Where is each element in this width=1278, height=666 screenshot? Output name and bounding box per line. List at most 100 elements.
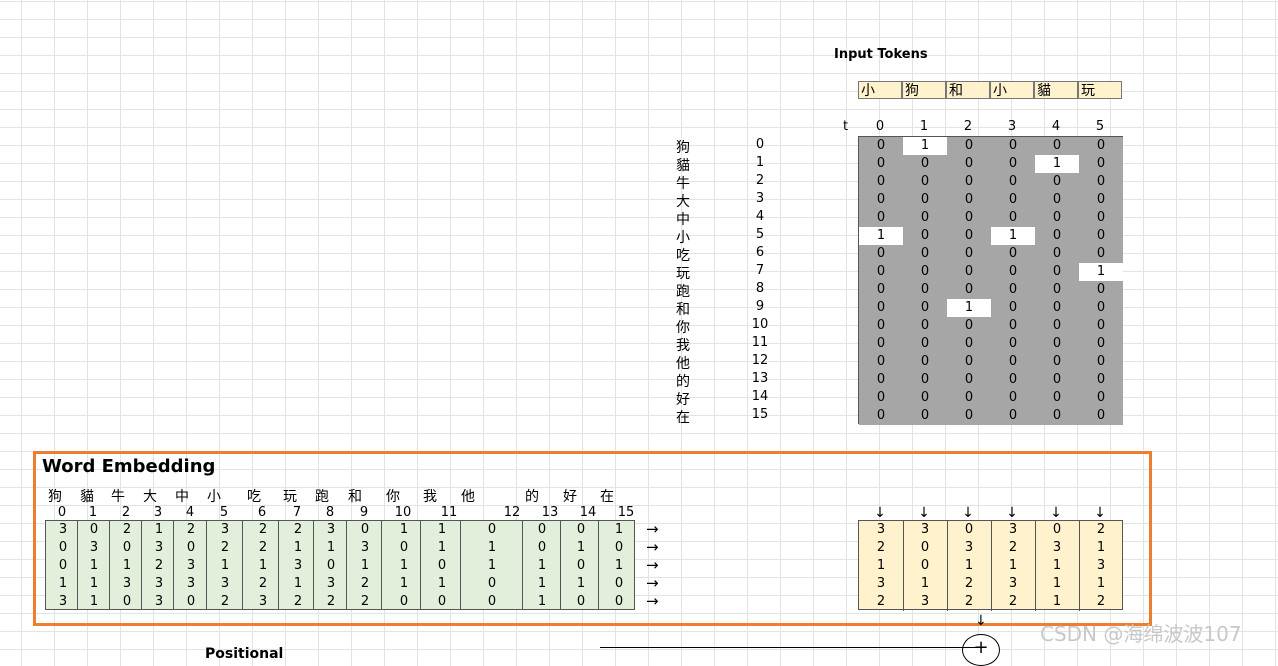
vocab-index: 3 [755,191,765,206]
embedding-cell: 2 [360,594,370,609]
down-arrow-icon: ↓ [874,505,886,521]
right-arrow-icon: → [646,556,659,574]
output-embedding-cell: 0 [920,540,930,555]
output-embedding-cell: 1 [1052,558,1062,573]
output-embedding-cell: 3 [1052,540,1062,555]
embedding-index: 1 [88,505,98,520]
vocab-index: 12 [751,353,769,368]
embedding-cell: 0 [122,594,132,609]
embedding-cell: 0 [437,558,447,573]
embedding-cell: 1 [399,558,409,573]
vocab-index: 2 [755,173,765,188]
onehot-cell: 0 [947,317,991,335]
output-embedding-cell: 3 [1096,558,1106,573]
embedding-word: 狗 [48,489,62,505]
embedding-cell: 2 [220,594,230,609]
onehot-cell: 0 [991,137,1035,155]
onehot-cell: 0 [859,335,903,353]
onehot-cell: 0 [1035,407,1079,425]
output-embedding-cell: 1 [1052,576,1062,591]
embedding-divider [346,520,347,610]
embedding-cell: 1 [614,522,624,537]
onehot-cell: 0 [859,263,903,281]
onehot-cell: 0 [947,191,991,209]
onehot-cell: 0 [1035,281,1079,299]
onehot-cell: 0 [1035,209,1079,227]
embedding-cell: 2 [220,540,230,555]
embedding-index: 8 [325,505,335,520]
vocab-word: 玩 [676,266,690,282]
down-arrow-icon: ↓ [918,505,930,521]
onehot-cell: 0 [903,389,947,407]
embedding-cell: 0 [487,594,497,609]
embedding-divider [109,520,110,610]
onehot-cell: 0 [903,317,947,335]
onehot-cell: 0 [991,317,1035,335]
embedding-cell: 0 [537,522,547,537]
embedding-cell: 2 [154,558,164,573]
onehot-cell: 0 [1035,371,1079,389]
embedding-cell: 0 [122,540,132,555]
input-token-cell: 玩 [1078,81,1122,99]
embedding-cell: 2 [293,522,303,537]
embedding-cell: 2 [258,576,268,591]
embedding-cell: 3 [220,522,230,537]
embedding-cell: 0 [576,522,586,537]
embedding-cell: 2 [122,522,132,537]
output-embedding-cell: 1 [1096,576,1106,591]
onehot-cell: 0 [947,353,991,371]
embedding-cell: 0 [614,594,624,609]
position-header: 0 [875,119,885,134]
vocab-word: 大 [676,194,690,210]
right-arrow-icon: → [646,538,659,556]
embedding-cell: 3 [293,558,303,573]
output-embedding-cell: 2 [876,594,886,609]
embedding-word: 中 [175,489,189,505]
embedding-word: 和 [348,489,362,505]
output-embedding-cell: 1 [1096,540,1106,555]
vocab-index: 10 [751,317,769,332]
embedding-cell: 0 [186,594,196,609]
embedding-word: 大 [143,489,157,505]
onehot-cell: 0 [1079,407,1123,425]
embedding-cell: 1 [58,576,68,591]
vocab-word: 狗 [676,140,690,156]
embedding-divider [598,520,599,610]
onehot-cell: 0 [859,281,903,299]
embedding-cell: 0 [186,540,196,555]
output-embedding-cell: 2 [1096,594,1106,609]
vocab-index: 8 [755,281,765,296]
vocab-word: 貓 [676,158,690,174]
onehot-cell: 0 [903,245,947,263]
input-token-cell: 和 [946,81,990,99]
vocab-word: 在 [676,410,690,426]
embedding-word: 你 [386,489,400,505]
embedding-cell: 1 [89,576,99,591]
embedding-index: 11 [440,505,458,520]
onehot-cell: 0 [947,263,991,281]
sum-down-arrow-icon: ↓ [975,613,987,629]
onehot-cell: 0 [1079,209,1123,227]
embedding-cell: 0 [487,522,497,537]
embedding-matrix: 3 0 2 1 2 3 2 2 3 0 1 1 0 0 0 1 0 3 0 3 0 2 2 1 1 3 0 1 1 0 1 0 0 1 1 2 3 1 1 3… [45,520,635,610]
onehot-cell: 0 [859,353,903,371]
output-embedding-cell: 2 [1096,522,1106,537]
onehot-cell: 0 [1035,173,1079,191]
vocab-index: 9 [755,299,765,314]
onehot-cell: 0 [1079,155,1123,173]
embedding-divider [173,520,174,610]
embedding-index: 10 [394,505,412,520]
output-divider [1079,521,1080,611]
vocab-index: 6 [755,245,765,260]
output-embedding-cell: 2 [876,540,886,555]
embedding-index: 4 [185,505,195,520]
output-embedding-cell: 3 [876,522,886,537]
onehot-cell: 0 [1035,389,1079,407]
onehot-cell: 0 [991,263,1035,281]
embedding-cell: 1 [537,576,547,591]
onehot-cell: 0 [1079,245,1123,263]
onehot-cell: 0 [947,281,991,299]
embedding-cell: 3 [186,576,196,591]
embedding-cell: 2 [293,594,303,609]
